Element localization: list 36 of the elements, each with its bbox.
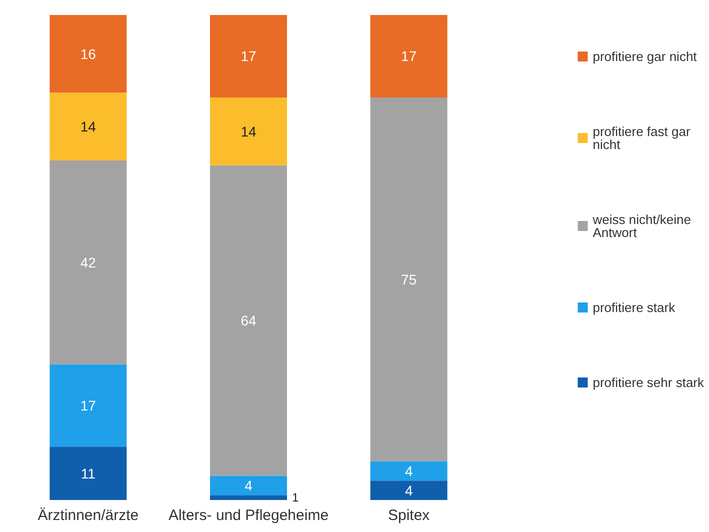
data-label: 17	[240, 48, 256, 64]
bar	[370, 97, 448, 462]
data-label: 17	[401, 48, 417, 64]
x-tick-label: Alters- und Pflegeheime	[168, 507, 329, 524]
bar	[210, 97, 287, 166]
legend-label: profitiere fast gar nicht	[592, 124, 694, 152]
x-tick-label: Spitex	[388, 507, 430, 524]
bar	[50, 364, 127, 447]
x-tick-label: Ärztinnen/ärzte	[38, 507, 139, 524]
bar	[370, 15, 448, 98]
bar	[210, 495, 287, 500]
data-label: 16	[80, 46, 96, 62]
data-label: 4	[404, 462, 413, 479]
bar	[370, 480, 448, 500]
bar	[50, 15, 127, 93]
data-label: 14	[240, 123, 256, 140]
data-label: 4	[404, 482, 413, 498]
bar	[50, 446, 127, 500]
bar	[50, 92, 127, 160]
data-label: 17	[80, 397, 96, 414]
legend-label: profitiere gar nicht	[592, 49, 698, 64]
bar	[50, 160, 127, 364]
bar	[210, 476, 287, 496]
legend-label: weiss nicht/keine Antwort	[592, 212, 695, 240]
bar	[370, 461, 448, 481]
bar	[210, 15, 287, 98]
data-label: 75	[401, 271, 417, 288]
legend-label: profitiere sehr stark	[592, 375, 704, 390]
data-label: 14	[80, 118, 96, 135]
data-label: 42	[80, 254, 96, 270]
bar	[210, 165, 287, 476]
data-label: 11	[80, 465, 96, 482]
data-label: 1	[292, 490, 299, 505]
legend-label: profitiere stark	[592, 300, 676, 315]
data-label: 64	[240, 312, 256, 329]
data-label: 4	[244, 477, 253, 494]
